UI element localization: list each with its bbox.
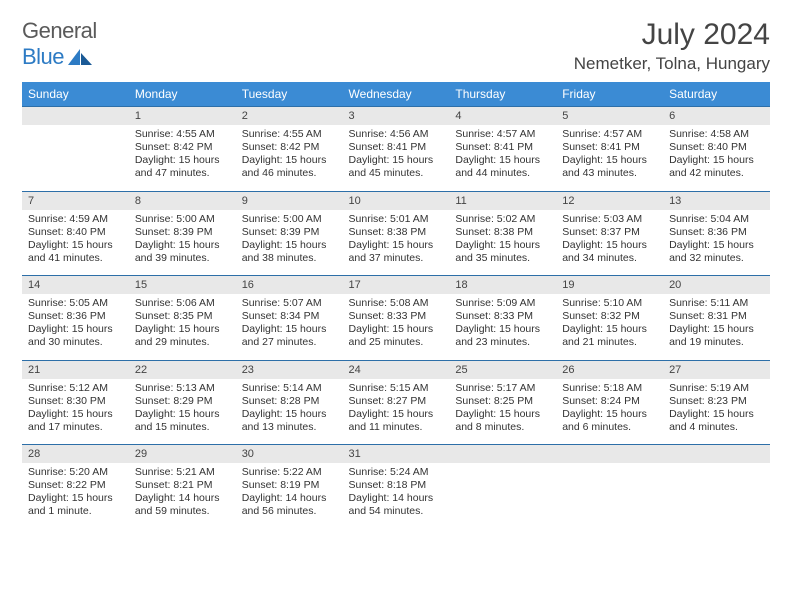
weekday-header: Wednesday (343, 82, 450, 107)
day-detail-cell: Sunrise: 5:08 AMSunset: 8:33 PMDaylight:… (343, 294, 450, 360)
weekday-header: Saturday (663, 82, 770, 107)
day-detail-cell: Sunrise: 5:13 AMSunset: 8:29 PMDaylight:… (129, 379, 236, 445)
day-number-cell: 5 (556, 107, 663, 126)
day-number-row: 78910111213 (22, 191, 770, 210)
day-number-cell: 21 (22, 360, 129, 379)
weekday-header-row: SundayMondayTuesdayWednesdayThursdayFrid… (22, 82, 770, 107)
day-detail-cell: Sunrise: 4:59 AMSunset: 8:40 PMDaylight:… (22, 210, 129, 276)
day-detail-cell: Sunrise: 5:04 AMSunset: 8:36 PMDaylight:… (663, 210, 770, 276)
day-number-cell: 15 (129, 276, 236, 295)
day-number-cell (22, 107, 129, 126)
day-detail-row: Sunrise: 5:20 AMSunset: 8:22 PMDaylight:… (22, 463, 770, 529)
day-number-cell: 31 (343, 445, 450, 464)
day-detail-cell: Sunrise: 4:57 AMSunset: 8:41 PMDaylight:… (449, 125, 556, 191)
month-title: July 2024 (574, 18, 770, 52)
day-detail-cell: Sunrise: 4:55 AMSunset: 8:42 PMDaylight:… (129, 125, 236, 191)
day-detail-cell: Sunrise: 5:03 AMSunset: 8:37 PMDaylight:… (556, 210, 663, 276)
calendar-table: SundayMondayTuesdayWednesdayThursdayFrid… (22, 82, 770, 529)
day-number-cell: 3 (343, 107, 450, 126)
day-detail-cell: Sunrise: 5:00 AMSunset: 8:39 PMDaylight:… (129, 210, 236, 276)
location-text: Nemetker, Tolna, Hungary (574, 54, 770, 74)
weekday-header: Tuesday (236, 82, 343, 107)
day-detail-cell: Sunrise: 5:20 AMSunset: 8:22 PMDaylight:… (22, 463, 129, 529)
day-number-cell (556, 445, 663, 464)
weekday-header: Monday (129, 82, 236, 107)
day-detail-cell: Sunrise: 5:06 AMSunset: 8:35 PMDaylight:… (129, 294, 236, 360)
day-detail-cell: Sunrise: 5:15 AMSunset: 8:27 PMDaylight:… (343, 379, 450, 445)
day-detail-cell: Sunrise: 4:57 AMSunset: 8:41 PMDaylight:… (556, 125, 663, 191)
sail-icon (66, 47, 94, 67)
day-number-cell: 24 (343, 360, 450, 379)
day-number-cell: 19 (556, 276, 663, 295)
day-number-cell: 23 (236, 360, 343, 379)
day-number-cell: 13 (663, 191, 770, 210)
title-block: July 2024 Nemetker, Tolna, Hungary (574, 18, 770, 74)
day-number-cell: 14 (22, 276, 129, 295)
day-number-cell: 11 (449, 191, 556, 210)
day-detail-cell: Sunrise: 5:24 AMSunset: 8:18 PMDaylight:… (343, 463, 450, 529)
day-number-cell: 1 (129, 107, 236, 126)
logo-word-blue: Blue (22, 44, 64, 70)
day-number-cell: 2 (236, 107, 343, 126)
logo-text: General Blue (22, 18, 97, 70)
day-detail-row: Sunrise: 5:05 AMSunset: 8:36 PMDaylight:… (22, 294, 770, 360)
day-number-cell: 9 (236, 191, 343, 210)
day-number-row: 28293031 (22, 445, 770, 464)
calendar-body: 123456 Sunrise: 4:55 AMSunset: 8:42 PMDa… (22, 107, 770, 530)
day-number-cell (663, 445, 770, 464)
day-number-row: 123456 (22, 107, 770, 126)
weekday-header: Friday (556, 82, 663, 107)
day-detail-cell: Sunrise: 4:56 AMSunset: 8:41 PMDaylight:… (343, 125, 450, 191)
day-detail-cell: Sunrise: 5:05 AMSunset: 8:36 PMDaylight:… (22, 294, 129, 360)
day-number-row: 21222324252627 (22, 360, 770, 379)
day-detail-cell: Sunrise: 5:21 AMSunset: 8:21 PMDaylight:… (129, 463, 236, 529)
day-number-cell: 25 (449, 360, 556, 379)
day-number-cell: 30 (236, 445, 343, 464)
day-detail-cell: Sunrise: 5:10 AMSunset: 8:32 PMDaylight:… (556, 294, 663, 360)
day-detail-cell: Sunrise: 5:01 AMSunset: 8:38 PMDaylight:… (343, 210, 450, 276)
day-number-cell: 28 (22, 445, 129, 464)
day-detail-cell: Sunrise: 5:02 AMSunset: 8:38 PMDaylight:… (449, 210, 556, 276)
day-detail-cell: Sunrise: 4:55 AMSunset: 8:42 PMDaylight:… (236, 125, 343, 191)
day-detail-cell: Sunrise: 5:12 AMSunset: 8:30 PMDaylight:… (22, 379, 129, 445)
day-detail-cell: Sunrise: 5:17 AMSunset: 8:25 PMDaylight:… (449, 379, 556, 445)
logo-word-general: General (22, 18, 97, 43)
day-number-cell: 7 (22, 191, 129, 210)
day-number-cell: 12 (556, 191, 663, 210)
day-number-cell: 10 (343, 191, 450, 210)
day-number-cell: 16 (236, 276, 343, 295)
day-detail-cell: Sunrise: 5:00 AMSunset: 8:39 PMDaylight:… (236, 210, 343, 276)
day-number-cell: 4 (449, 107, 556, 126)
day-detail-row: Sunrise: 5:12 AMSunset: 8:30 PMDaylight:… (22, 379, 770, 445)
day-number-row: 14151617181920 (22, 276, 770, 295)
day-number-cell: 8 (129, 191, 236, 210)
day-detail-cell: Sunrise: 5:11 AMSunset: 8:31 PMDaylight:… (663, 294, 770, 360)
day-number-cell: 29 (129, 445, 236, 464)
day-detail-cell (22, 125, 129, 191)
header: General Blue July 2024 Nemetker, Tolna, … (22, 18, 770, 74)
day-detail-cell (449, 463, 556, 529)
day-detail-row: Sunrise: 4:55 AMSunset: 8:42 PMDaylight:… (22, 125, 770, 191)
day-detail-cell (663, 463, 770, 529)
day-number-cell: 6 (663, 107, 770, 126)
day-detail-cell: Sunrise: 5:18 AMSunset: 8:24 PMDaylight:… (556, 379, 663, 445)
day-number-cell: 20 (663, 276, 770, 295)
day-number-cell: 22 (129, 360, 236, 379)
day-detail-cell: Sunrise: 5:22 AMSunset: 8:19 PMDaylight:… (236, 463, 343, 529)
day-detail-cell: Sunrise: 4:58 AMSunset: 8:40 PMDaylight:… (663, 125, 770, 191)
day-number-cell (449, 445, 556, 464)
day-detail-cell: Sunrise: 5:14 AMSunset: 8:28 PMDaylight:… (236, 379, 343, 445)
day-detail-cell: Sunrise: 5:09 AMSunset: 8:33 PMDaylight:… (449, 294, 556, 360)
day-number-cell: 26 (556, 360, 663, 379)
weekday-header: Thursday (449, 82, 556, 107)
day-detail-cell: Sunrise: 5:19 AMSunset: 8:23 PMDaylight:… (663, 379, 770, 445)
day-number-cell: 18 (449, 276, 556, 295)
day-number-cell: 27 (663, 360, 770, 379)
day-detail-cell (556, 463, 663, 529)
weekday-header: Sunday (22, 82, 129, 107)
logo: General Blue (22, 18, 97, 70)
day-detail-cell: Sunrise: 5:07 AMSunset: 8:34 PMDaylight:… (236, 294, 343, 360)
day-number-cell: 17 (343, 276, 450, 295)
day-detail-row: Sunrise: 4:59 AMSunset: 8:40 PMDaylight:… (22, 210, 770, 276)
